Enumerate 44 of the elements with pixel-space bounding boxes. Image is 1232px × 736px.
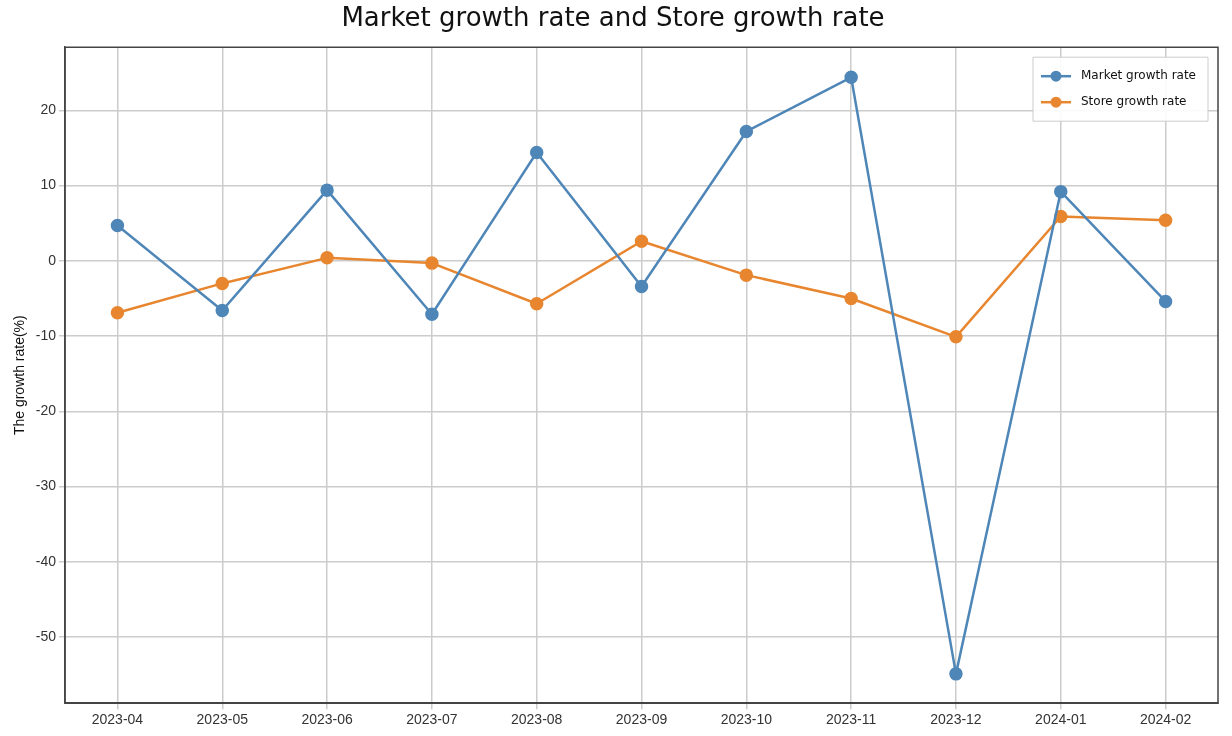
point xyxy=(110,218,125,233)
x-tick-label: 2023-10 xyxy=(720,711,773,728)
point xyxy=(949,330,963,344)
y-tick-label: 20 xyxy=(40,101,57,118)
y-tick-label: -40 xyxy=(35,552,57,569)
y-tick-label: -10 xyxy=(35,326,57,343)
point xyxy=(425,307,439,322)
x-tick-label: 2023-06 xyxy=(301,711,353,728)
x-tick-label: 2024-01 xyxy=(1035,711,1087,728)
x-tick-label: 2023-09 xyxy=(615,711,668,728)
y-axis-title: The growth rate(%) xyxy=(11,315,28,436)
point xyxy=(634,234,649,249)
point xyxy=(320,183,334,197)
legend-label: Store growth rate xyxy=(1080,94,1187,109)
y-tick-label: -30 xyxy=(35,477,57,494)
y-tick-label: 10 xyxy=(40,176,57,193)
point xyxy=(215,276,230,291)
y-tick-label: -50 xyxy=(35,627,57,644)
point xyxy=(1158,294,1173,309)
legend-label: Market growth rate xyxy=(1080,68,1197,83)
point xyxy=(634,279,649,294)
x-tick-label: 2023-05 xyxy=(196,711,249,728)
y-tick-label: 0 xyxy=(48,251,57,268)
x-tick-label: 2023-07 xyxy=(406,711,458,728)
point xyxy=(1158,213,1173,227)
chart-title: Market growth rate and Store growth rate xyxy=(341,2,885,33)
x-tick-label: 2023-08 xyxy=(511,711,563,728)
x-tick-label: 2023-11 xyxy=(825,711,877,728)
point xyxy=(739,268,754,282)
point xyxy=(844,291,858,306)
point xyxy=(844,70,858,85)
point xyxy=(320,251,334,265)
point xyxy=(215,303,230,318)
point xyxy=(529,145,544,160)
point xyxy=(739,124,754,139)
point xyxy=(949,667,963,681)
point xyxy=(1054,184,1068,199)
point xyxy=(529,296,544,311)
x-tick-label: 2023-12 xyxy=(930,711,982,728)
y-tick-label: -20 xyxy=(35,402,57,419)
point xyxy=(425,256,439,270)
point xyxy=(110,306,125,320)
x-tick-label: 2023-04 xyxy=(91,711,144,728)
x-tick-label: 2024-02 xyxy=(1139,711,1192,728)
